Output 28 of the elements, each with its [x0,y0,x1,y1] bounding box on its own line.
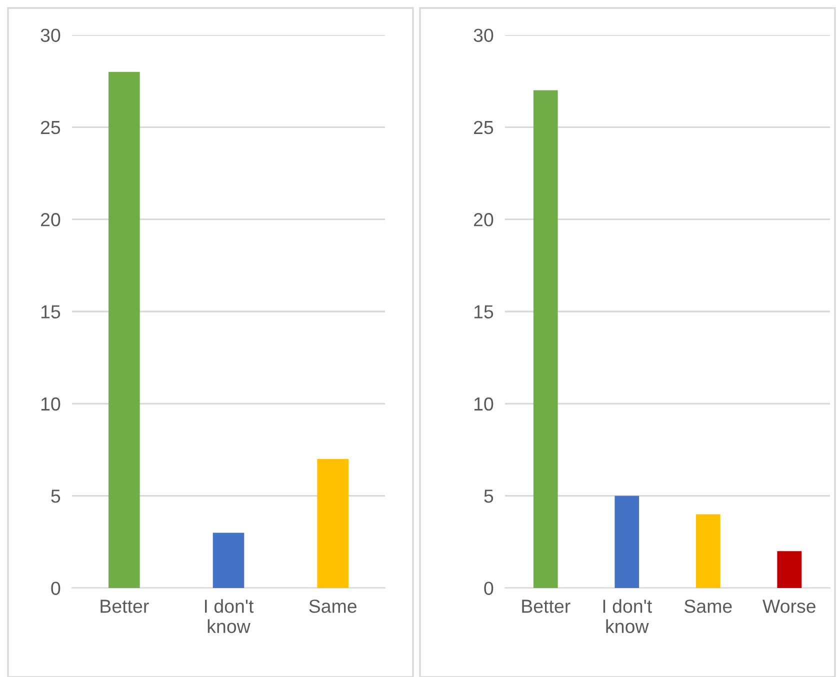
y-tick-label: 25 [40,120,60,134]
y-tick-label: 15 [474,305,494,318]
bar [614,496,640,588]
x-tick-label: Same [309,600,356,613]
bar [777,551,802,588]
y-tick-label: 5 [484,490,494,503]
x-tick-label: Better [522,600,570,613]
bar [696,514,720,588]
y-tick-label: 30 [474,28,494,42]
x-tick-label: I don't know [204,599,254,634]
y-tick-label: 0 [484,582,494,595]
y-tick-label: 5 [51,490,60,503]
y-tick-label: 15 [41,305,60,318]
x-tick-label: Same [684,600,732,613]
bar [317,458,348,588]
y-tick-label: 0 [51,582,60,595]
y-tick-label: 30 [40,28,60,42]
x-tick-label: Worse [762,600,816,613]
bar [108,72,140,588]
bar [533,90,558,588]
y-tick-label: 10 [41,397,60,411]
bar [212,532,244,588]
x-tick-label: Better [100,600,149,613]
y-tick-label: 25 [474,120,494,134]
y-tick-label: 20 [474,213,494,226]
y-tick-label: 20 [40,213,60,226]
x-tick-label: I don't know [603,599,652,634]
y-tick-label: 10 [474,397,494,411]
